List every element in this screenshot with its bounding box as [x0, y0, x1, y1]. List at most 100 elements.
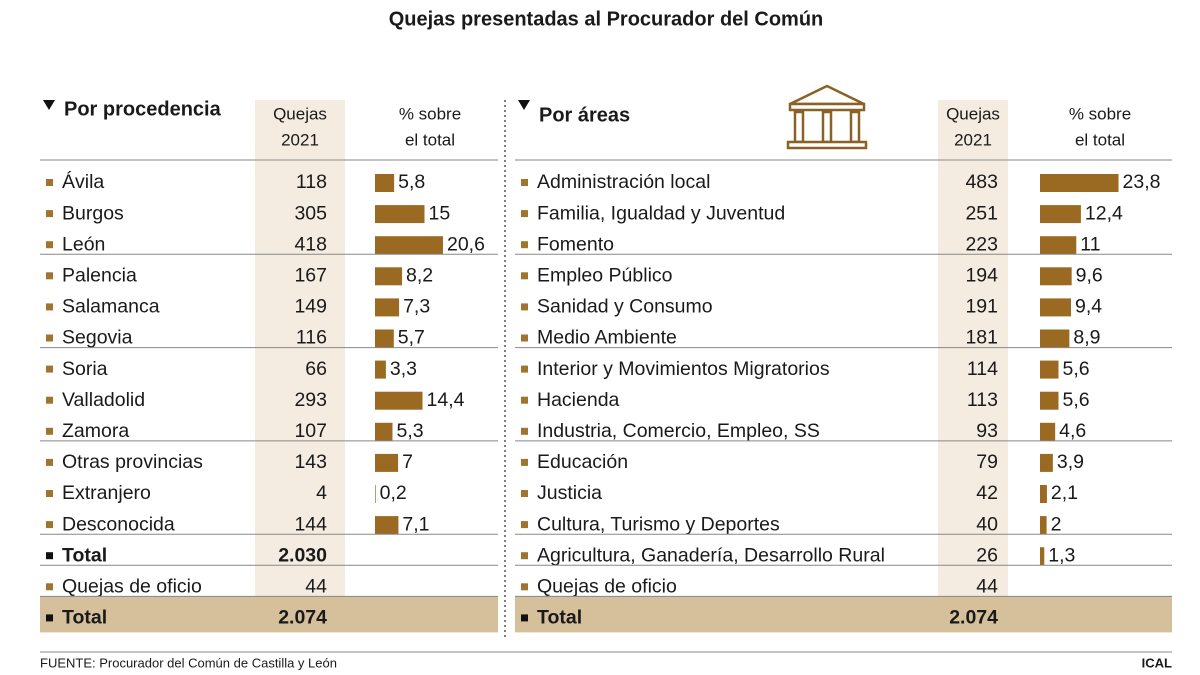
row-name: Valladolid: [62, 389, 145, 411]
pct-label: 2: [1051, 513, 1062, 535]
marker: [46, 583, 53, 591]
pct-label: 5,6: [1062, 358, 1089, 380]
pct-label: 15: [429, 202, 451, 224]
pct-label: 11: [1080, 233, 1100, 255]
pct-label: 8,9: [1073, 327, 1100, 349]
pct-label: 1,3: [1048, 544, 1075, 566]
marker: [521, 272, 528, 280]
bar: [1040, 174, 1119, 192]
bar: [375, 453, 399, 472]
marker: [521, 583, 528, 591]
marker: [521, 552, 528, 560]
triangle: [518, 100, 530, 110]
row-quejas: 116: [296, 327, 327, 349]
row-quejas: 113: [967, 389, 998, 411]
row-quejas: 107: [294, 420, 327, 442]
row-name: Total: [62, 607, 107, 629]
bar: [1040, 547, 1045, 566]
row-quejas: 223: [965, 233, 998, 255]
row-name: Ávila: [62, 170, 104, 193]
bar: [1040, 329, 1070, 348]
row-name: Interior y Movimientos Migratorios: [537, 358, 830, 380]
row-quejas: 191: [965, 296, 998, 318]
row-name: León: [62, 233, 105, 255]
bar: [375, 485, 376, 503]
row-quejas: 305: [294, 202, 327, 224]
marker: [521, 614, 528, 622]
bar: [375, 391, 423, 410]
bar: [1040, 391, 1059, 410]
marker: [46, 241, 53, 249]
title: Quejas presentadas al Procurador del Com…: [389, 8, 824, 30]
row-name: Extranjero: [62, 482, 151, 504]
marker: [46, 396, 53, 404]
row-name: Cultura, Turismo y Deportes: [537, 513, 780, 535]
row-name: Segovia: [62, 327, 133, 349]
row-quejas: 251: [965, 202, 998, 224]
bar: [1040, 453, 1053, 472]
marker: [46, 334, 53, 342]
bar: [1040, 205, 1081, 224]
total-band: [40, 596, 498, 633]
pct-label: 5,3: [396, 420, 423, 442]
row-name: Total: [62, 544, 107, 566]
pct-label: 0,2: [380, 482, 407, 504]
row-name: Sanidad y Consumo: [537, 296, 713, 318]
row-quejas: 2.074: [278, 607, 327, 629]
bar: [375, 236, 443, 255]
marker: [46, 272, 53, 280]
column-header: el total: [405, 130, 455, 149]
row-quejas: 4: [316, 482, 327, 504]
credit: ICAL: [1142, 655, 1172, 670]
row-quejas: 42: [976, 482, 998, 504]
bar: [375, 516, 399, 535]
panel-heading: Por áreas: [539, 104, 630, 126]
triangle: [43, 100, 55, 110]
row-quejas: 114: [967, 358, 998, 380]
row-name: Salamanca: [62, 296, 160, 318]
pct-label: 9,4: [1075, 296, 1102, 318]
row-quejas: 194: [965, 264, 998, 286]
marker: [521, 396, 528, 404]
column-header: % sobre: [399, 104, 461, 123]
temple-icon: [786, 84, 868, 150]
row-quejas: 143: [294, 451, 327, 473]
row-quejas: 483: [965, 171, 998, 193]
bar: [1040, 360, 1059, 379]
pct-label: 4,6: [1059, 420, 1086, 442]
marker: [521, 303, 528, 311]
row-name: Burgos: [62, 202, 124, 224]
marker: [521, 458, 528, 466]
marker: [46, 614, 53, 622]
marker: [46, 365, 53, 373]
pct-label: 7,3: [403, 296, 430, 318]
pct-label: 3,3: [390, 358, 417, 380]
bar: [375, 205, 425, 224]
marker: [521, 179, 528, 186]
row-name: Empleo Público: [537, 264, 673, 286]
column-header: % sobre: [1069, 104, 1131, 123]
marker: [46, 303, 53, 311]
marker: [46, 552, 53, 560]
row-quejas: 44: [305, 575, 327, 597]
total-band: [515, 596, 1172, 633]
pct-label: 9,6: [1076, 264, 1103, 286]
row-quejas: 66: [305, 358, 327, 380]
marker: [521, 334, 528, 342]
row-name: Administración local: [537, 171, 710, 193]
row-quejas: 79: [976, 451, 998, 473]
marker: [521, 210, 528, 218]
marker: [521, 490, 528, 497]
row-quejas: 40: [976, 513, 998, 535]
row-name: Desconocida: [62, 513, 175, 535]
pct-label: 14,4: [427, 389, 465, 411]
row-name: Agricultura, Ganadería, Desarrollo Rural: [537, 544, 885, 566]
row-quejas: 149: [294, 296, 327, 318]
bar: [375, 267, 403, 286]
marker: [46, 179, 53, 186]
pct-label: 7,1: [402, 513, 429, 535]
row-name: Hacienda: [537, 389, 620, 411]
pct-label: 5,8: [398, 171, 425, 193]
marker: [46, 210, 53, 218]
